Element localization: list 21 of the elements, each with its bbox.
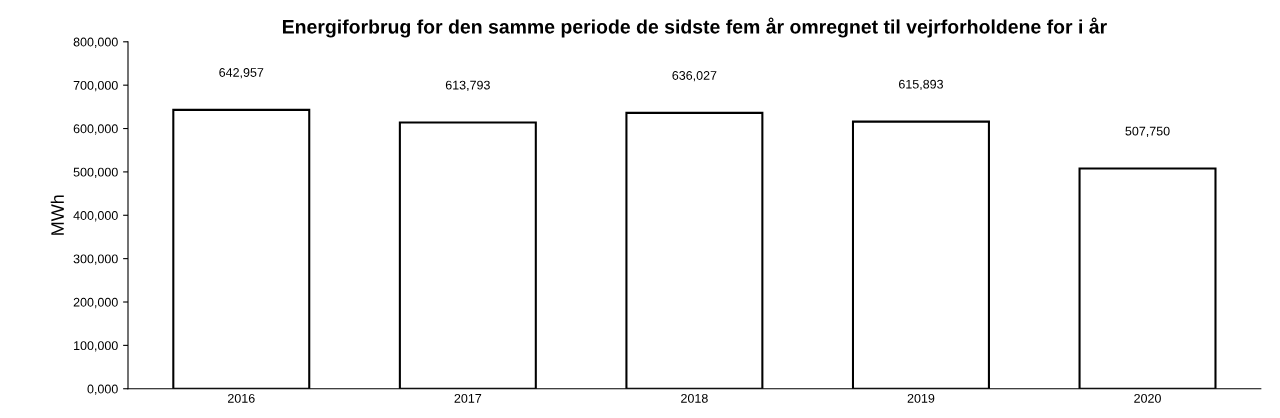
data-label: 642,957 xyxy=(219,68,264,79)
y-tick-label: 300,000 xyxy=(73,254,118,265)
y-tick-label: 500,000 xyxy=(73,167,118,179)
data-label: 507,750 xyxy=(1125,126,1170,137)
y-tick-label: 700,000 xyxy=(73,80,118,92)
y-tick-label: 800,000 xyxy=(73,37,118,48)
y-tick-label: 600,000 xyxy=(73,124,118,135)
x-tick-label: 2019 xyxy=(907,393,935,403)
chart-title: Energiforbrug for den samme periode de sidste fem år omregnet til vejrforholdene for i år xyxy=(282,17,1107,38)
y-tick-label: 400,000 xyxy=(73,211,118,222)
x-tick-label: 2020 xyxy=(1134,393,1161,403)
x-tick-label: 2016 xyxy=(228,393,255,403)
data-label: 636,027 xyxy=(672,71,717,82)
y-tick-label: 0,000 xyxy=(87,384,118,395)
x-tick-label: 2018 xyxy=(681,393,708,403)
y-tick-label: 200,000 xyxy=(73,297,118,309)
x-tick-label: 2017 xyxy=(454,393,482,403)
y-tick-label: 100,000 xyxy=(74,341,118,352)
data-label: 613,793 xyxy=(445,80,490,91)
data-label: 615,893 xyxy=(899,79,943,91)
y-axis-title: MWh xyxy=(50,195,64,235)
